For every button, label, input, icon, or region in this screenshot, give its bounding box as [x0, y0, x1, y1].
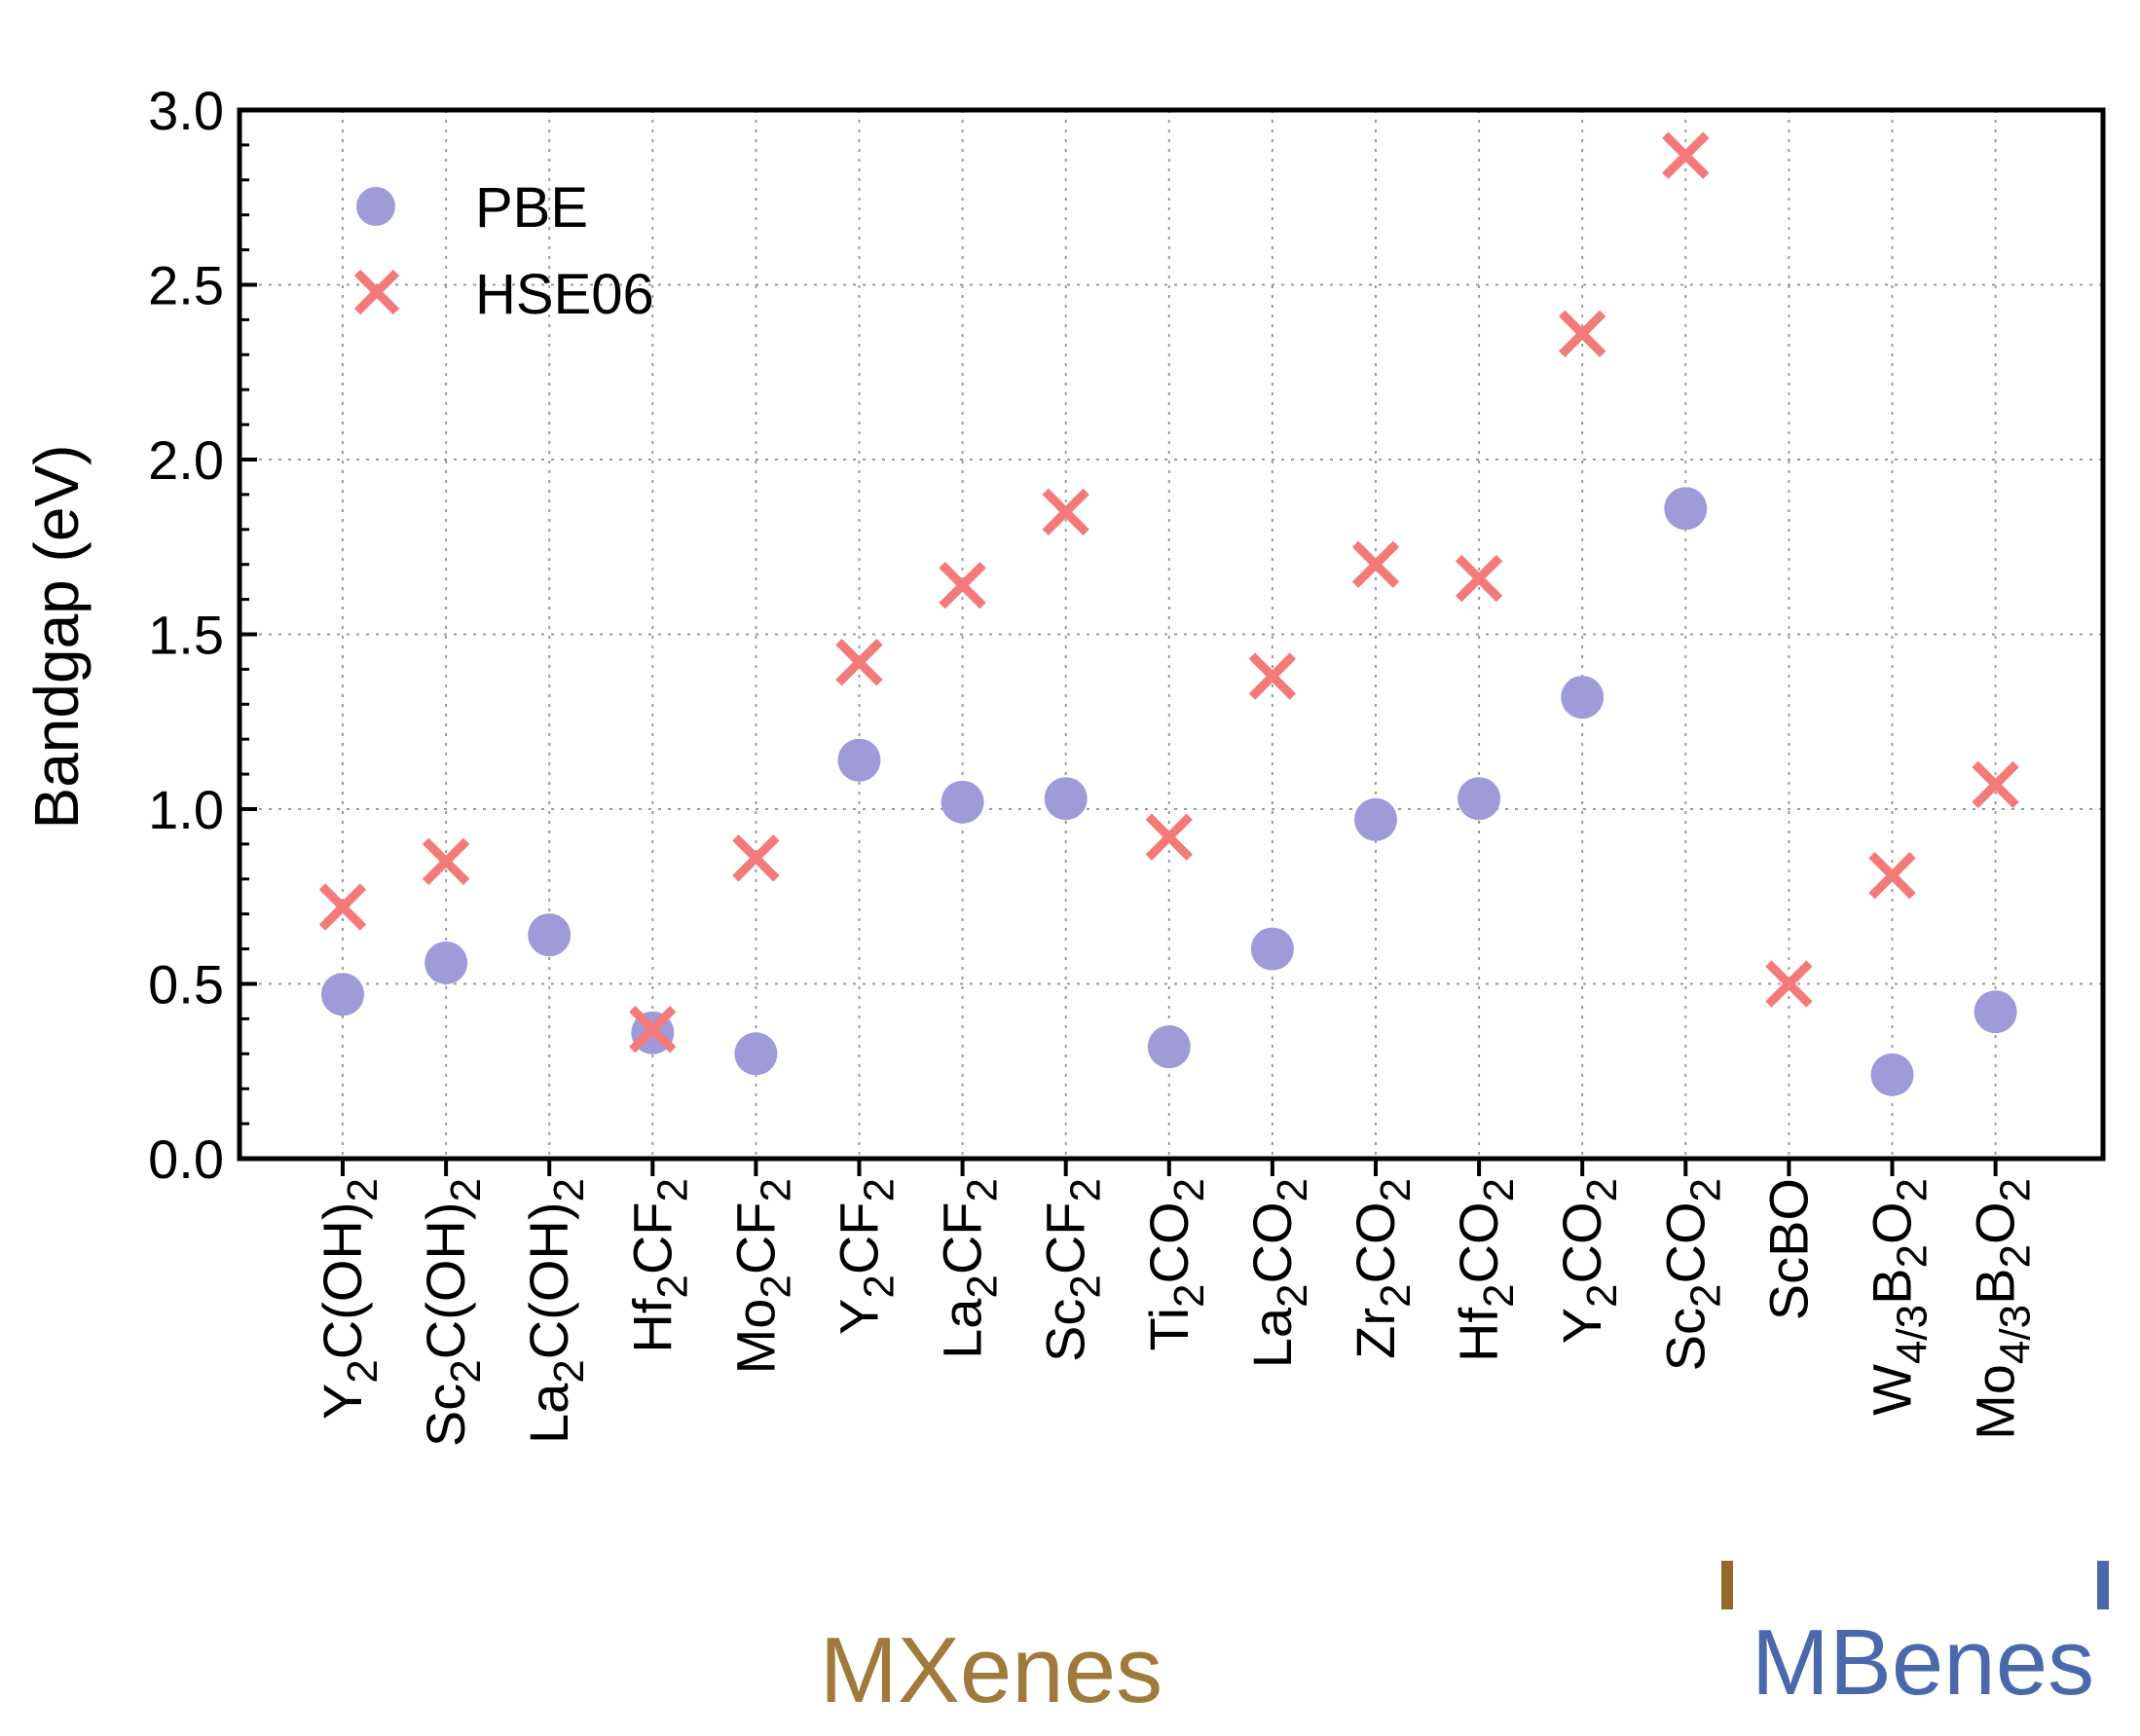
y-tick-label: 2.0 — [148, 429, 224, 491]
y-tick-label: 0.5 — [148, 954, 224, 1016]
x-tick-label: La2CO2 — [1241, 1178, 1316, 1368]
pbe-point — [837, 738, 881, 782]
pbe-point — [941, 780, 984, 824]
y-tick-label: 0.0 — [148, 1128, 224, 1190]
y-tick-label: 1.5 — [148, 605, 224, 666]
x-tick-label: Mo4/3B2O2 — [1965, 1178, 2040, 1440]
x-tick-label: Zr2CO2 — [1345, 1178, 1420, 1359]
x-tick-label: Y2C(OH)2 — [312, 1178, 387, 1420]
y-tick-label: 2.5 — [148, 255, 224, 316]
axes: 0.0 0.5 1.0 1.5 2.0 2.5 3.0 Y2C(OH)2 Sc2C(OH)2 La… — [148, 80, 2106, 1447]
hse06-point — [422, 837, 470, 886]
x-tick-label: La2C(OH)2 — [518, 1178, 593, 1444]
x-tick-label: Y2CO2 — [1551, 1178, 1626, 1344]
legend-pbe-label: PBE — [475, 176, 588, 240]
legend-hse06-label: HSE06 — [475, 263, 654, 326]
mbenes-label: MBenes — [1752, 1610, 2094, 1715]
x-tick-label: Mo2CF2 — [724, 1178, 799, 1374]
x-tick-label: Sc2CF2 — [1035, 1178, 1110, 1362]
hse06-point — [629, 1005, 677, 1053]
pbe-point — [1147, 1025, 1191, 1069]
hse06-point — [1662, 131, 1710, 179]
y-axis-title: Bandgap (eV) — [21, 445, 92, 830]
x-tick-label: La2CF2 — [932, 1178, 1007, 1359]
pbe-point — [1457, 777, 1501, 821]
group-brackets: MXenes MBenes — [180, 1561, 2109, 1722]
hse06-point — [1972, 760, 2019, 809]
pbe-point — [734, 1032, 778, 1076]
legend: PBE HSE06 — [353, 176, 654, 326]
hse06-point — [732, 834, 780, 882]
pbe-point — [1974, 990, 2017, 1034]
hse06-point — [318, 883, 367, 931]
x-tick-label: ScBO — [1757, 1178, 1819, 1320]
x-tick-label: Hf2CO2 — [1448, 1178, 1523, 1362]
x-tick-label: Sc2C(OH)2 — [415, 1178, 490, 1447]
pbe-point — [1354, 797, 1397, 841]
hse06-point — [939, 562, 986, 609]
hse06-point — [1765, 960, 1813, 1008]
pbe-point — [1250, 927, 1294, 971]
x-tick-label: Y2CF2 — [829, 1178, 904, 1335]
hse06-point — [1042, 488, 1089, 536]
hse06-point — [1351, 540, 1400, 588]
pbe-point — [528, 913, 572, 957]
hse06-point — [835, 639, 883, 686]
hse06-point — [1145, 813, 1193, 861]
x-tick-label: Sc2CO2 — [1654, 1178, 1729, 1371]
pbe-point — [1044, 777, 1088, 821]
hse06-point — [1455, 554, 1503, 603]
pbe-point — [424, 941, 468, 984]
x-tick-label: W4/3B2O2 — [1862, 1178, 1937, 1416]
legend-hse06-marker — [353, 269, 400, 315]
hse06-point — [1559, 310, 1606, 357]
pbe-point — [1870, 1053, 1914, 1096]
mxenes-label: MXenes — [820, 1618, 1162, 1722]
data-points — [318, 131, 2019, 1096]
hse06-point — [1868, 852, 1916, 900]
hse06-point — [1248, 652, 1297, 700]
legend-pbe-marker — [356, 187, 395, 226]
x-tick-label: Ti2CO2 — [1138, 1178, 1213, 1351]
pbe-point — [321, 973, 364, 1016]
pbe-point — [1561, 676, 1605, 720]
x-tick-label: Hf2CF2 — [621, 1178, 696, 1353]
y-tick-label: 3.0 — [148, 80, 224, 141]
y-tick-label: 1.0 — [148, 779, 224, 840]
pbe-point — [1664, 487, 1708, 531]
